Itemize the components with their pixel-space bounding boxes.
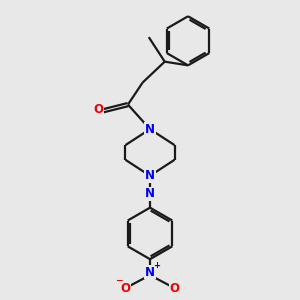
Text: O: O	[169, 282, 179, 295]
Text: O: O	[121, 282, 130, 295]
Text: N: N	[145, 123, 155, 136]
Text: +: +	[153, 261, 161, 270]
Text: N: N	[145, 169, 155, 182]
Text: N: N	[145, 187, 155, 200]
Text: −: −	[115, 276, 122, 285]
Text: O: O	[93, 103, 103, 116]
Text: N: N	[145, 266, 155, 279]
